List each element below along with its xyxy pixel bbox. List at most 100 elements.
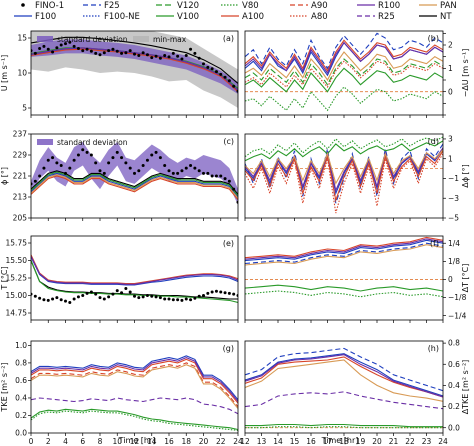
obs-point: [167, 297, 171, 301]
obs-point: [150, 294, 154, 298]
band-standard-deviation: [31, 39, 238, 94]
x-tick-label: 15: [290, 437, 300, 446]
series-line-pan: [245, 51, 443, 82]
x-tick-label: 18: [339, 437, 349, 446]
series-line-f100: [31, 355, 238, 401]
y-tick-label: 0.6: [448, 360, 460, 369]
obs-point: [227, 79, 231, 83]
obs-point: [111, 156, 115, 160]
obs-point: [214, 289, 218, 293]
obs-point: [51, 50, 55, 54]
obs-point: [171, 298, 175, 302]
obs-point: [33, 294, 37, 298]
legend-label: A90: [311, 1, 328, 11]
y-tick-label: 15.25: [6, 274, 28, 283]
band-legend-label: min-max: [153, 35, 187, 44]
legend-label: F100: [35, 12, 56, 22]
obs-point: [42, 44, 46, 48]
obs-point: [141, 164, 145, 167]
panel-plot-area: [245, 32, 443, 112]
obs-point: [68, 301, 72, 304]
y-tick-label: 15: [17, 34, 27, 43]
obs-point: [227, 291, 231, 295]
obs-point: [94, 292, 98, 296]
series-line-v100: [245, 423, 443, 428]
obs-point: [219, 174, 223, 178]
series-line-a90: [31, 362, 238, 408]
series-line-f100: [245, 239, 443, 262]
obs-point: [210, 174, 214, 178]
band-legend-swatch: [37, 139, 53, 145]
panel-frame: [30, 340, 239, 434]
obs-point: [154, 54, 158, 58]
obs-point: [55, 46, 59, 50]
y-tick-label: 0.2: [448, 402, 460, 411]
panel-c: (c) standard deviation 205 213 221 229 237 ϕ [°…: [0, 130, 239, 223]
obs-point: [64, 171, 67, 175]
obs-point: [33, 51, 37, 55]
obs-point: [51, 156, 55, 160]
obs-point: [176, 298, 180, 302]
obs-point: [206, 171, 210, 175]
obs-point: [46, 158, 50, 162]
obs-point: [145, 53, 149, 57]
y-tick-label: 10: [17, 69, 27, 78]
obs-point: [158, 56, 162, 60]
series-line-r100: [31, 357, 238, 402]
legend-entry: F100: [14, 12, 56, 22]
series-line-r100: [245, 354, 443, 398]
y-tick-label: 2: [448, 41, 453, 50]
panel-plot-area: [31, 355, 238, 431]
y-axis-label: Δϕ [°]: [461, 164, 470, 188]
series-line-v80: [245, 136, 443, 158]
obs-point: [223, 177, 227, 181]
series-line-f100: [31, 256, 238, 286]
obs-point: [189, 47, 193, 51]
y-tick-label: 213: [13, 193, 28, 202]
obs-point: [89, 290, 93, 294]
legend-entry: NT: [419, 12, 452, 22]
series-line-v100: [245, 140, 443, 162]
obs-point: [89, 49, 93, 53]
obs-point: [98, 296, 102, 300]
obs-point: [145, 158, 149, 162]
obs-point: [214, 174, 218, 178]
obs-point: [171, 171, 175, 175]
legend-entry: F100-NE: [83, 12, 140, 22]
obs-point: [163, 297, 167, 301]
series-line-pan: [245, 359, 443, 402]
series-line-v120: [245, 58, 443, 86]
x-tick-label: 12: [130, 437, 140, 446]
obs-point: [120, 156, 124, 160]
series-line-a100: [245, 39, 443, 72]
obs-point: [167, 55, 171, 59]
series-line-a100: [245, 236, 443, 259]
obs-point: [232, 187, 236, 191]
obs-point: [133, 294, 136, 298]
y-tick-label: 0.6: [15, 376, 27, 385]
obs-point: [76, 47, 80, 50]
obs-point: [223, 291, 227, 295]
obs-point: [210, 67, 214, 71]
legend-entry: V100: [156, 12, 199, 22]
legend-label: V80: [242, 1, 259, 11]
y-tick-label: 221: [13, 172, 28, 181]
panel-tag: (d): [428, 137, 439, 146]
obs-point: [81, 49, 85, 53]
y-tick-label: 0.4: [448, 381, 460, 390]
series-line-pan: [31, 364, 238, 409]
y-tick-label: 237: [13, 130, 28, 139]
obs-point: [128, 166, 132, 170]
panel-plot-area: [31, 141, 238, 205]
series-line-r100: [245, 41, 443, 75]
obs-point: [171, 51, 175, 55]
obs-point: [72, 44, 76, 48]
series-line-v100: [245, 67, 443, 93]
y-tick-label: 15.00: [6, 291, 28, 300]
obs-point: [210, 290, 214, 294]
obs-point: [180, 298, 184, 302]
series-line-a100: [31, 175, 238, 200]
x-tick-label: 6: [80, 437, 85, 446]
obs-point: [102, 171, 106, 175]
